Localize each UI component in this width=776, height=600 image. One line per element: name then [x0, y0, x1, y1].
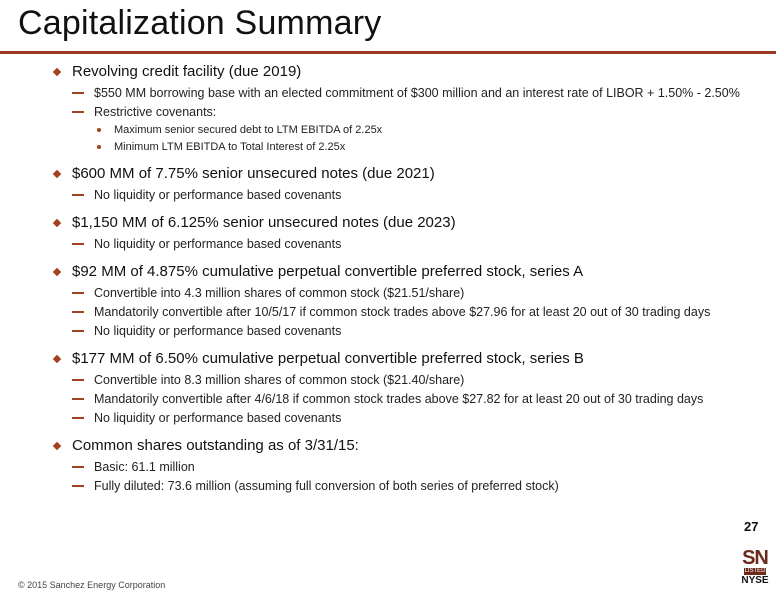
sub-list-item-text: Minimum LTM EBITDA to Total Interest of … [114, 141, 346, 153]
list-item: $550 MM borrowing base with an elected c… [50, 85, 740, 101]
list-item-text: Mandatorily convertible after 10/5/17 if… [94, 305, 711, 319]
list-item: No liquidity or performance based covena… [50, 236, 740, 252]
dash-bullet-icon [72, 466, 84, 468]
section: $177 MM of 6.50% cumulative perpetual co… [50, 349, 740, 426]
section: $1,150 MM of 6.125% senior unsecured not… [50, 213, 740, 252]
section-heading-text: Revolving credit facility (due 2019) [72, 63, 302, 80]
dash-bullet-icon [72, 311, 84, 313]
diamond-bullet-icon [52, 354, 62, 364]
sub-list-item: Minimum LTM EBITDA to Total Interest of … [50, 140, 740, 154]
section: $600 MM of 7.75% senior unsecured notes … [50, 164, 740, 203]
list-item: Basic: 61.1 million [50, 459, 740, 475]
sub-list-item: Maximum senior secured debt to LTM EBITD… [50, 123, 740, 137]
section-heading: $92 MM of 4.875% cumulative perpetual co… [50, 262, 740, 281]
list-item-text: No liquidity or performance based covena… [94, 237, 342, 251]
list-item: Restrictive covenants: [50, 104, 740, 120]
diamond-bullet-icon [52, 441, 62, 451]
section-heading-text: Common shares outstanding as of 3/31/15: [72, 437, 359, 454]
dash-bullet-icon [72, 379, 84, 381]
bullet-list: Revolving credit facility (due 2019) $550… [50, 62, 740, 504]
section-heading: Common shares outstanding as of 3/31/15: [50, 436, 740, 455]
list-item-text: No liquidity or performance based covena… [94, 324, 342, 338]
section: Common shares outstanding as of 3/31/15:… [50, 436, 740, 494]
copyright-notice: © 2015 Sanchez Energy Corporation [18, 580, 166, 590]
list-item: Convertible into 4.3 million shares of c… [50, 285, 740, 301]
list-item: Mandatorily convertible after 4/6/18 if … [50, 391, 740, 407]
section-heading: $600 MM of 7.75% senior unsecured notes … [50, 164, 740, 183]
dash-bullet-icon [72, 92, 84, 94]
sn-nyse-logo: SN LISTED NYSE [738, 548, 772, 594]
dash-bullet-icon [72, 485, 84, 487]
page-number: 27 [744, 519, 759, 534]
dash-bullet-icon [72, 111, 84, 113]
list-item-text: $550 MM borrowing base with an elected c… [94, 86, 740, 100]
section-heading: Revolving credit facility (due 2019) [50, 62, 740, 81]
logo-ticker: SN [742, 547, 769, 569]
list-item-text: Mandatorily convertible after 4/6/18 if … [94, 392, 704, 406]
section: $92 MM of 4.875% cumulative perpetual co… [50, 262, 740, 339]
diamond-bullet-icon [52, 218, 62, 228]
list-item-text: Convertible into 8.3 million shares of c… [94, 373, 465, 387]
section: Revolving credit facility (due 2019) $550… [50, 62, 740, 154]
list-item: Fully diluted: 73.6 million (assuming fu… [50, 478, 740, 494]
sub-list-item-text: Maximum senior secured debt to LTM EBITD… [114, 124, 383, 136]
list-item-text: No liquidity or performance based covena… [94, 188, 342, 202]
title-divider [0, 51, 776, 54]
dot-bullet-icon [97, 145, 101, 149]
section-heading-text: $600 MM of 7.75% senior unsecured notes … [72, 165, 435, 182]
section-heading: $177 MM of 6.50% cumulative perpetual co… [50, 349, 740, 368]
logo-listed: LISTED [744, 568, 766, 575]
diamond-bullet-icon [52, 67, 62, 77]
list-item-text: Basic: 61.1 million [94, 460, 195, 474]
section-heading-text: $177 MM of 6.50% cumulative perpetual co… [72, 350, 584, 367]
dash-bullet-icon [72, 194, 84, 196]
dot-bullet-icon [97, 128, 101, 132]
section-heading: $1,150 MM of 6.125% senior unsecured not… [50, 213, 740, 232]
section-heading-text: $92 MM of 4.875% cumulative perpetual co… [72, 263, 584, 280]
diamond-bullet-icon [52, 267, 62, 277]
logo-exchange: NYSE [741, 575, 769, 586]
dash-bullet-icon [72, 398, 84, 400]
list-item: Convertible into 8.3 million shares of c… [50, 372, 740, 388]
list-item: No liquidity or performance based covena… [50, 187, 740, 203]
list-item: No liquidity or performance based covena… [50, 410, 740, 426]
diamond-bullet-icon [52, 169, 62, 179]
dash-bullet-icon [72, 330, 84, 332]
dash-bullet-icon [72, 417, 84, 419]
dash-bullet-icon [72, 292, 84, 294]
list-item-text: No liquidity or performance based covena… [94, 411, 342, 425]
list-item: Mandatorily convertible after 10/5/17 if… [50, 304, 740, 320]
list-item-text: Fully diluted: 73.6 million (assuming fu… [94, 479, 559, 493]
dash-bullet-icon [72, 243, 84, 245]
section-heading-text: $1,150 MM of 6.125% senior unsecured not… [72, 214, 456, 231]
page-title: Capitalization Summary [18, 4, 382, 42]
list-item-text: Restrictive covenants: [94, 105, 217, 119]
list-item-text: Convertible into 4.3 million shares of c… [94, 286, 465, 300]
list-item: No liquidity or performance based covena… [50, 323, 740, 339]
